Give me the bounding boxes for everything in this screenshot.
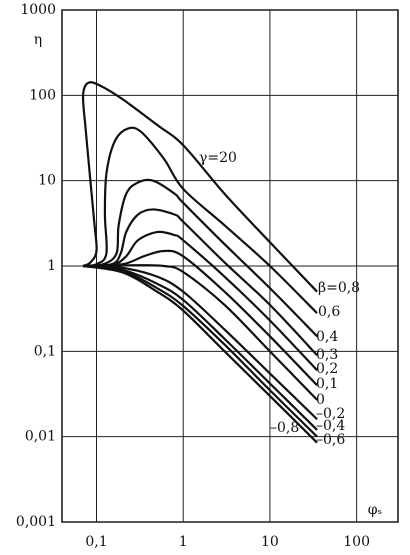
curve [82,264,318,438]
y-tick-label: 0,001 [16,514,56,530]
y-axis-label: η [34,32,42,48]
series-label: 0,6 [318,304,340,320]
x-tick-label: 100 [343,534,370,550]
series-label: –0,8 [270,420,299,436]
curve [83,208,318,356]
x-tick-label: 1 [179,534,188,550]
series-label: –0,2 [316,406,345,422]
series-label: β=0,8 [318,280,360,296]
curve [83,264,318,401]
y-tick-label: 1 [47,258,56,274]
series-label: 0,3 [316,347,338,363]
curve [83,264,318,421]
y-tick-label: 10 [38,173,56,189]
curve [82,264,318,431]
series-label: 0 [316,392,325,408]
curve [82,126,318,314]
series-label: 0,1 [316,376,338,392]
curve [82,264,318,444]
series-label: 0,2 [316,361,338,377]
x-tick-label: 0,1 [85,534,107,550]
y-tick-label: 1000 [20,2,56,18]
y-tick-label: 0,1 [34,343,56,359]
curve [83,249,318,387]
y-tick-label: 100 [29,87,56,103]
curve [81,81,318,293]
x-tick-label: 10 [261,534,279,550]
annotation: γ=20 [199,150,237,166]
curve [83,230,318,372]
x-axis-label: φₛ [368,502,383,518]
series-label: –0,6 [316,432,345,448]
y-tick-label: 0,01 [25,429,56,445]
series-label: –0,4 [316,418,345,434]
curve [82,178,318,338]
series-label: 0,4 [316,329,338,345]
